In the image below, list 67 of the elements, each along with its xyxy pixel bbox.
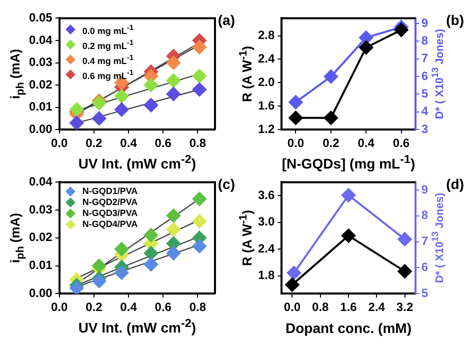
legend-label: N-GQD1/PVA <box>82 186 138 198</box>
y2-tick-label: 5 <box>421 286 428 300</box>
text: (d) <box>446 176 464 192</box>
y2-tick-label: 5 <box>421 86 428 101</box>
x-axis-title: [N-GQDs] (mg mL$^{-1}$) <box>282 153 416 172</box>
text: (a) <box>218 12 235 28</box>
x-tick-label: 0.0 <box>287 136 304 150</box>
x-tick-label: 2.4 <box>368 300 386 314</box>
y-tick-label: 0.00 <box>28 122 53 136</box>
y-tick-label: 1.8 <box>258 268 275 282</box>
y-tick-label: 0.02 <box>28 77 53 92</box>
x-tick-label: 0.4 <box>358 136 375 150</box>
x-tick-label: 3.2 <box>396 300 414 314</box>
x-tick-label: 0.2 <box>322 136 340 150</box>
x-tick-label: 0.6 <box>392 136 410 150</box>
legend-label: N-GQD2/PVA <box>82 197 138 208</box>
y2-tick-label: 3 <box>421 122 428 136</box>
x-axis-title: UV Int. (mW cm$^{-2}$) <box>78 153 196 172</box>
y-tick-label: 0.04 <box>28 32 53 47</box>
y-tick-label: 2.4 <box>258 52 275 66</box>
x-tick-label: 0.6 <box>154 300 172 314</box>
y2-tick-label: 8 <box>421 34 428 48</box>
x-axis-title: Dopant conc. (mM) <box>286 320 412 336</box>
y2-tick-label: 6 <box>421 260 428 274</box>
x-tick-label: 0.0 <box>284 300 301 314</box>
x-tick-label: 0.2 <box>86 300 103 314</box>
x-tick-label: 0.8 <box>189 136 206 150</box>
legend-label: 0.0 mg mL$^{-1}$ <box>82 22 134 38</box>
y-tick-label: 0.03 <box>28 202 53 216</box>
x-tick-label: 0.4 <box>120 300 138 314</box>
y-tick-label: 0.01 <box>28 258 53 272</box>
text: (c) <box>218 176 235 192</box>
x-tick-label: 1.6 <box>340 300 358 314</box>
text: (b) <box>446 12 464 28</box>
y-tick-label: 3.6 <box>258 188 275 202</box>
y-tick-label: 0.03 <box>28 55 53 70</box>
y-tick-label: 2.4 <box>258 241 275 256</box>
x-tick-label: 0.6 <box>154 136 172 150</box>
x-tick-label: 0.0 <box>51 300 68 314</box>
x-tick-label: 0.4 <box>120 136 138 150</box>
x-tick-label: 0.0 <box>51 136 68 150</box>
y2-tick-label: 7 <box>421 234 428 248</box>
legend-label: 0.4 mg mL$^{-1}$ <box>82 52 134 68</box>
y-tick-label: 1.6 <box>258 98 275 112</box>
legend-label: N-GQD3/PVA <box>82 208 138 220</box>
y2-tick-label: 4 <box>421 104 428 118</box>
y-tick-label: 3.0 <box>258 214 275 229</box>
y2-tick-label: 8 <box>421 208 428 222</box>
legend-label: 0.6 mg mL$^{-1}$ <box>82 67 134 82</box>
y2-tick-label: 9 <box>421 182 428 196</box>
y-tick-label: 2.8 <box>258 28 275 42</box>
y-tick-label: 0.00 <box>28 286 53 300</box>
legend-label: 0.2 mg mL$^{-1}$ <box>82 37 134 52</box>
y-tick-label: 2.0 <box>258 75 275 90</box>
y-tick-label: 0.02 <box>28 230 53 244</box>
y2-tick-label: 9 <box>421 16 428 30</box>
y-tick-label: 0.01 <box>28 100 53 114</box>
legend-label: N-GQD4/PVA <box>82 219 138 230</box>
x-tick-label: 0.8 <box>189 300 206 314</box>
y-tick-label: 0.04 <box>28 174 53 189</box>
y-tick-label: 1.2 <box>258 122 275 136</box>
y2-tick-label: 6 <box>421 68 428 83</box>
x-axis-title: UV Int. (mW cm$^{-2}$) <box>78 317 196 336</box>
x-tick-label: 0.2 <box>86 136 103 150</box>
x-tick-label: 0.8 <box>312 300 330 314</box>
y2-tick-label: 7 <box>421 51 428 66</box>
y-tick-label: 0.05 <box>28 10 53 25</box>
